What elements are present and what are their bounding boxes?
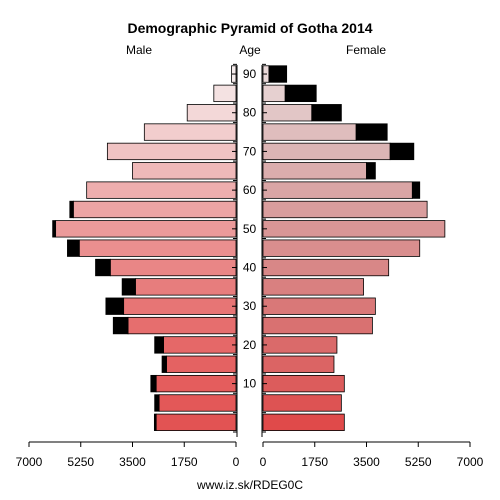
female-bar-10-14 [262, 374, 345, 393]
male-extra-bar-35-39 [121, 278, 136, 296]
x-tick-label-male: 5250 [67, 455, 94, 469]
age-tick-label: 50 [243, 222, 257, 236]
male-bar-30-34 [123, 297, 237, 315]
female-label: Female [346, 43, 386, 57]
male-bar-65-69 [132, 162, 237, 180]
male-extra-bar-45-49 [67, 239, 80, 257]
female-bar-30-34 [262, 297, 376, 315]
male-bar-70-74 [106, 142, 237, 161]
female-bar-80-84 [262, 104, 313, 122]
female-bar-5-9 [262, 394, 342, 412]
x-tick-label-male: 0 [233, 455, 240, 469]
chart-title: Demographic Pyramid of Gotha 2014 [127, 20, 372, 36]
age-tick-label: 40 [243, 261, 257, 275]
female-bar-70-74 [262, 142, 391, 161]
female-bar-75-79 [262, 123, 357, 141]
male-extra-bar-30-34 [105, 297, 125, 315]
x-tick-label-male: 3500 [119, 455, 146, 469]
age-tick-label: 30 [243, 299, 257, 313]
male-label: Male [126, 43, 152, 57]
male-bar-35-39 [135, 278, 237, 296]
x-axis-female: 0 1750 3500 5250 7000 [260, 441, 484, 469]
age-tick-label: 80 [243, 106, 257, 120]
male-extra-bar-5-9 [154, 394, 160, 412]
age-tick-label: 70 [243, 144, 257, 158]
female-bar-55-59 [262, 200, 428, 219]
male-bar-40-44 [109, 258, 237, 277]
male-bar-55-59 [72, 200, 237, 219]
x-axis-male: 0 1750 3500 5250 7000 [16, 441, 240, 469]
female-extra-bar-85-89 [284, 84, 317, 103]
male-bar-15-19 [166, 355, 237, 373]
female-extra-bar-90+ [268, 65, 288, 83]
male-extra-bar-15-19 [161, 355, 167, 373]
female-bar-85-89 [262, 84, 286, 103]
male-extra-bar-0-4 [153, 413, 157, 431]
male-extra-bar-40-44 [95, 258, 111, 277]
male-bar-50-54 [55, 220, 237, 238]
female-bar-35-39 [262, 278, 364, 296]
female-bar-15-19 [262, 355, 335, 373]
female-bar-65-69 [262, 162, 367, 180]
age-tick-label: 20 [243, 338, 257, 352]
x-tick-label-female: 0 [260, 455, 267, 469]
female-bar-25-29 [262, 316, 373, 335]
male-bar-10-14 [155, 374, 237, 393]
age-tick-label: 60 [243, 183, 257, 197]
female-bar-50-54 [262, 220, 446, 238]
age-axis: 10 20 30 40 50 60 70 80 90 [232, 63, 267, 437]
x-tick-label-male: 7000 [16, 455, 43, 469]
male-extra-bar-20-24 [154, 336, 164, 354]
male-bar-60-64 [86, 181, 237, 199]
female-bar-40-44 [262, 258, 390, 277]
x-tick-label-female: 3500 [353, 455, 380, 469]
age-tick-label: 90 [243, 67, 257, 81]
female-bars [262, 65, 446, 431]
male-bar-85-89 [213, 84, 237, 103]
male-extra-bar-25-29 [112, 316, 129, 335]
female-bar-45-49 [262, 239, 421, 257]
x-tick-label-male: 1750 [171, 455, 198, 469]
female-bar-20-24 [262, 336, 338, 354]
female-extra-bar-70-74 [389, 142, 415, 161]
female-bar-0-4 [262, 413, 345, 431]
male-bar-80-84 [186, 104, 237, 122]
female-extra-bar-80-84 [311, 104, 342, 122]
age-label: Age [239, 43, 261, 57]
male-bar-25-29 [127, 316, 237, 335]
x-tick-label-female: 7000 [457, 455, 484, 469]
male-bar-45-49 [78, 239, 237, 257]
age-tick-label: 10 [243, 377, 257, 391]
male-bar-20-24 [163, 336, 237, 354]
female-extra-bar-65-69 [366, 162, 376, 180]
female-extra-bar-60-64 [411, 181, 421, 199]
x-tick-label-female: 5250 [405, 455, 432, 469]
female-bar-60-64 [262, 181, 413, 199]
male-bar-5-9 [158, 394, 237, 412]
male-bar-75-79 [143, 123, 237, 141]
female-extra-bar-75-79 [355, 123, 388, 141]
x-tick-label-female: 1750 [301, 455, 328, 469]
male-bar-0-4 [155, 413, 237, 431]
source-footer: www.iz.sk/RDEG0C [196, 478, 303, 492]
male-bars [52, 65, 237, 431]
male-extra-bar-50-54 [52, 220, 57, 238]
male-extra-bar-55-59 [69, 200, 74, 219]
male-extra-bar-10-14 [150, 374, 157, 393]
